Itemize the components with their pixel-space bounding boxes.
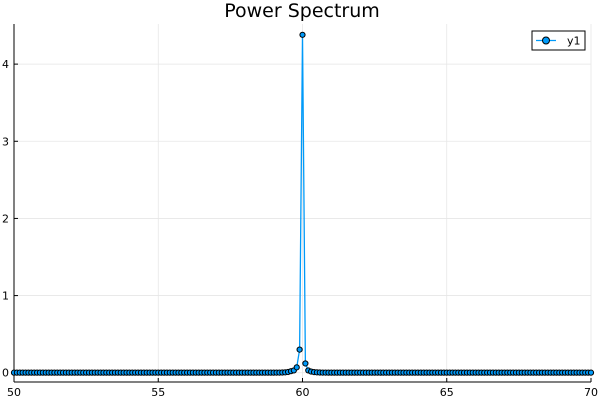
x-tick-label: 65	[440, 386, 454, 399]
x-tick-label: 60	[296, 386, 310, 399]
legend-label-y1: y1	[567, 35, 581, 48]
legend: y1	[531, 30, 586, 51]
y-tick-label: 0	[2, 367, 9, 380]
data-point	[293, 364, 300, 371]
x-tick-label: 50	[7, 386, 21, 399]
y-tick-label: 3	[2, 135, 9, 148]
legend-box	[531, 30, 586, 51]
data-point	[302, 360, 309, 367]
y-tick-label: 4	[2, 58, 9, 71]
data-point	[299, 31, 306, 38]
data-point	[296, 346, 303, 353]
chart-title: Power Spectrum	[224, 0, 380, 22]
x-axis-ticks: 50 55 60 65 70	[7, 378, 598, 399]
y-tick-label: 2	[2, 212, 9, 225]
x-tick-label: 55	[151, 386, 165, 399]
data-point	[587, 369, 595, 376]
y-tick-label: 1	[2, 290, 9, 303]
data-series	[10, 31, 595, 376]
x-tick-label: 70	[584, 386, 598, 399]
legend-marker	[542, 36, 550, 45]
